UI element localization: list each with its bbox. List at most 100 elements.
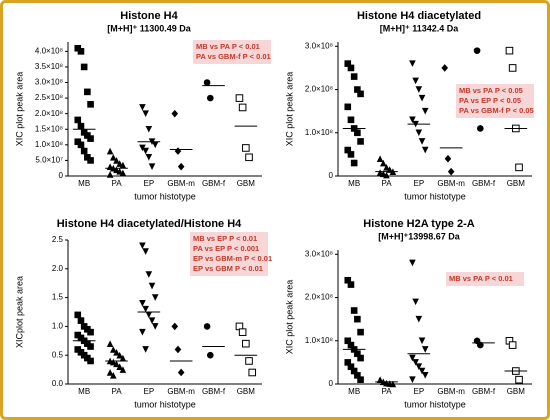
point xyxy=(87,343,94,350)
annotation: MB vs PA P < 0.05 xyxy=(459,86,523,95)
chart-title: Histone H4 xyxy=(120,10,178,22)
point xyxy=(142,147,149,155)
point xyxy=(177,162,185,171)
point xyxy=(84,88,91,96)
point xyxy=(242,339,250,348)
point xyxy=(347,151,355,158)
point xyxy=(203,79,211,86)
y-axis-label: XIC plot peak area xyxy=(284,72,294,147)
chart-title: Histone H2A type 2-A xyxy=(363,218,475,230)
x-tick-label: GBM-f xyxy=(202,179,226,188)
point xyxy=(415,129,423,137)
point xyxy=(515,163,523,172)
point xyxy=(383,171,390,179)
chart-subtitle: [M+H]⁺ 11342.4 Da xyxy=(380,23,460,33)
point xyxy=(151,294,159,301)
point xyxy=(409,60,416,67)
point xyxy=(354,129,361,137)
y-tick-label: 2.0×10⁸ xyxy=(305,293,333,302)
point xyxy=(106,369,114,376)
point xyxy=(77,141,85,149)
x-axis-label: tumor histotype xyxy=(134,399,196,409)
point xyxy=(145,125,153,133)
point xyxy=(344,146,352,154)
x-tick-label: MB xyxy=(348,387,360,396)
point xyxy=(145,154,153,161)
y-tick-label: 1.5 xyxy=(52,293,64,302)
point xyxy=(142,248,149,255)
point xyxy=(207,351,214,359)
point xyxy=(444,154,452,163)
point xyxy=(418,367,426,375)
y-tick-label: 5.0×10⁷ xyxy=(35,156,63,165)
point xyxy=(171,322,179,331)
y-tick-label: 4.0×10⁸ xyxy=(35,46,63,55)
point xyxy=(344,337,352,345)
y-tick-label: 1.0×10⁸ xyxy=(305,336,333,345)
point xyxy=(148,163,156,170)
annotation: MB vs PA P < 0.01 xyxy=(196,42,260,51)
point xyxy=(357,376,364,383)
point xyxy=(242,144,250,152)
point xyxy=(412,359,419,366)
x-axis-label: tumor histotype xyxy=(134,191,196,201)
point xyxy=(441,64,449,72)
point xyxy=(409,259,416,267)
point xyxy=(347,363,355,371)
point xyxy=(119,354,127,362)
x-tick-label: GBM xyxy=(237,387,256,396)
point xyxy=(347,341,355,349)
x-tick-label: GBM-m xyxy=(437,179,465,188)
point xyxy=(350,367,358,375)
point xyxy=(74,311,82,319)
point xyxy=(376,376,384,383)
point xyxy=(148,317,156,324)
x-tick-label: EP xyxy=(143,387,154,396)
point xyxy=(344,103,352,111)
annotation-box xyxy=(193,40,271,64)
x-tick-label: EP xyxy=(143,179,154,188)
point xyxy=(515,375,523,384)
point xyxy=(344,60,352,67)
y-tick-label: 0 xyxy=(59,171,64,180)
y-tick-label: 1.0×10⁸ xyxy=(35,140,63,149)
point xyxy=(119,161,127,169)
point xyxy=(151,141,159,149)
x-tick-label: GBM-m xyxy=(167,179,195,188)
point xyxy=(350,307,358,314)
y-tick-label: 3.0×10⁸ xyxy=(305,249,333,258)
point xyxy=(409,116,416,124)
x-axis-label: tumor histotype xyxy=(404,191,466,201)
point xyxy=(203,323,211,330)
point xyxy=(113,157,120,164)
annotation-box xyxy=(456,84,534,118)
y-axis-label: XIC plot peak area xyxy=(284,280,294,355)
point xyxy=(119,169,127,177)
y-axis-label: XICplot peak area xyxy=(14,276,24,348)
point xyxy=(508,64,517,72)
point xyxy=(418,337,426,345)
annotation: PA vs GBM-f P < 0.01 xyxy=(196,52,271,61)
y-tick-label: 0.0 xyxy=(52,379,64,388)
x-tick-label: GBM-f xyxy=(472,387,496,396)
point xyxy=(477,125,484,132)
point xyxy=(473,47,481,54)
point xyxy=(235,94,244,102)
x-tick-label: GBM-f xyxy=(472,179,496,188)
point xyxy=(383,164,390,171)
point xyxy=(145,311,153,319)
point xyxy=(354,86,361,93)
point xyxy=(350,159,358,167)
point xyxy=(347,116,355,124)
annotation-box xyxy=(190,232,268,276)
point xyxy=(238,328,247,336)
point xyxy=(354,350,361,358)
point xyxy=(207,94,214,102)
x-tick-label: MB xyxy=(78,387,90,396)
point xyxy=(386,166,393,173)
point xyxy=(139,104,146,111)
point xyxy=(421,107,429,115)
point xyxy=(357,354,364,362)
x-tick-label: PA xyxy=(111,179,122,188)
